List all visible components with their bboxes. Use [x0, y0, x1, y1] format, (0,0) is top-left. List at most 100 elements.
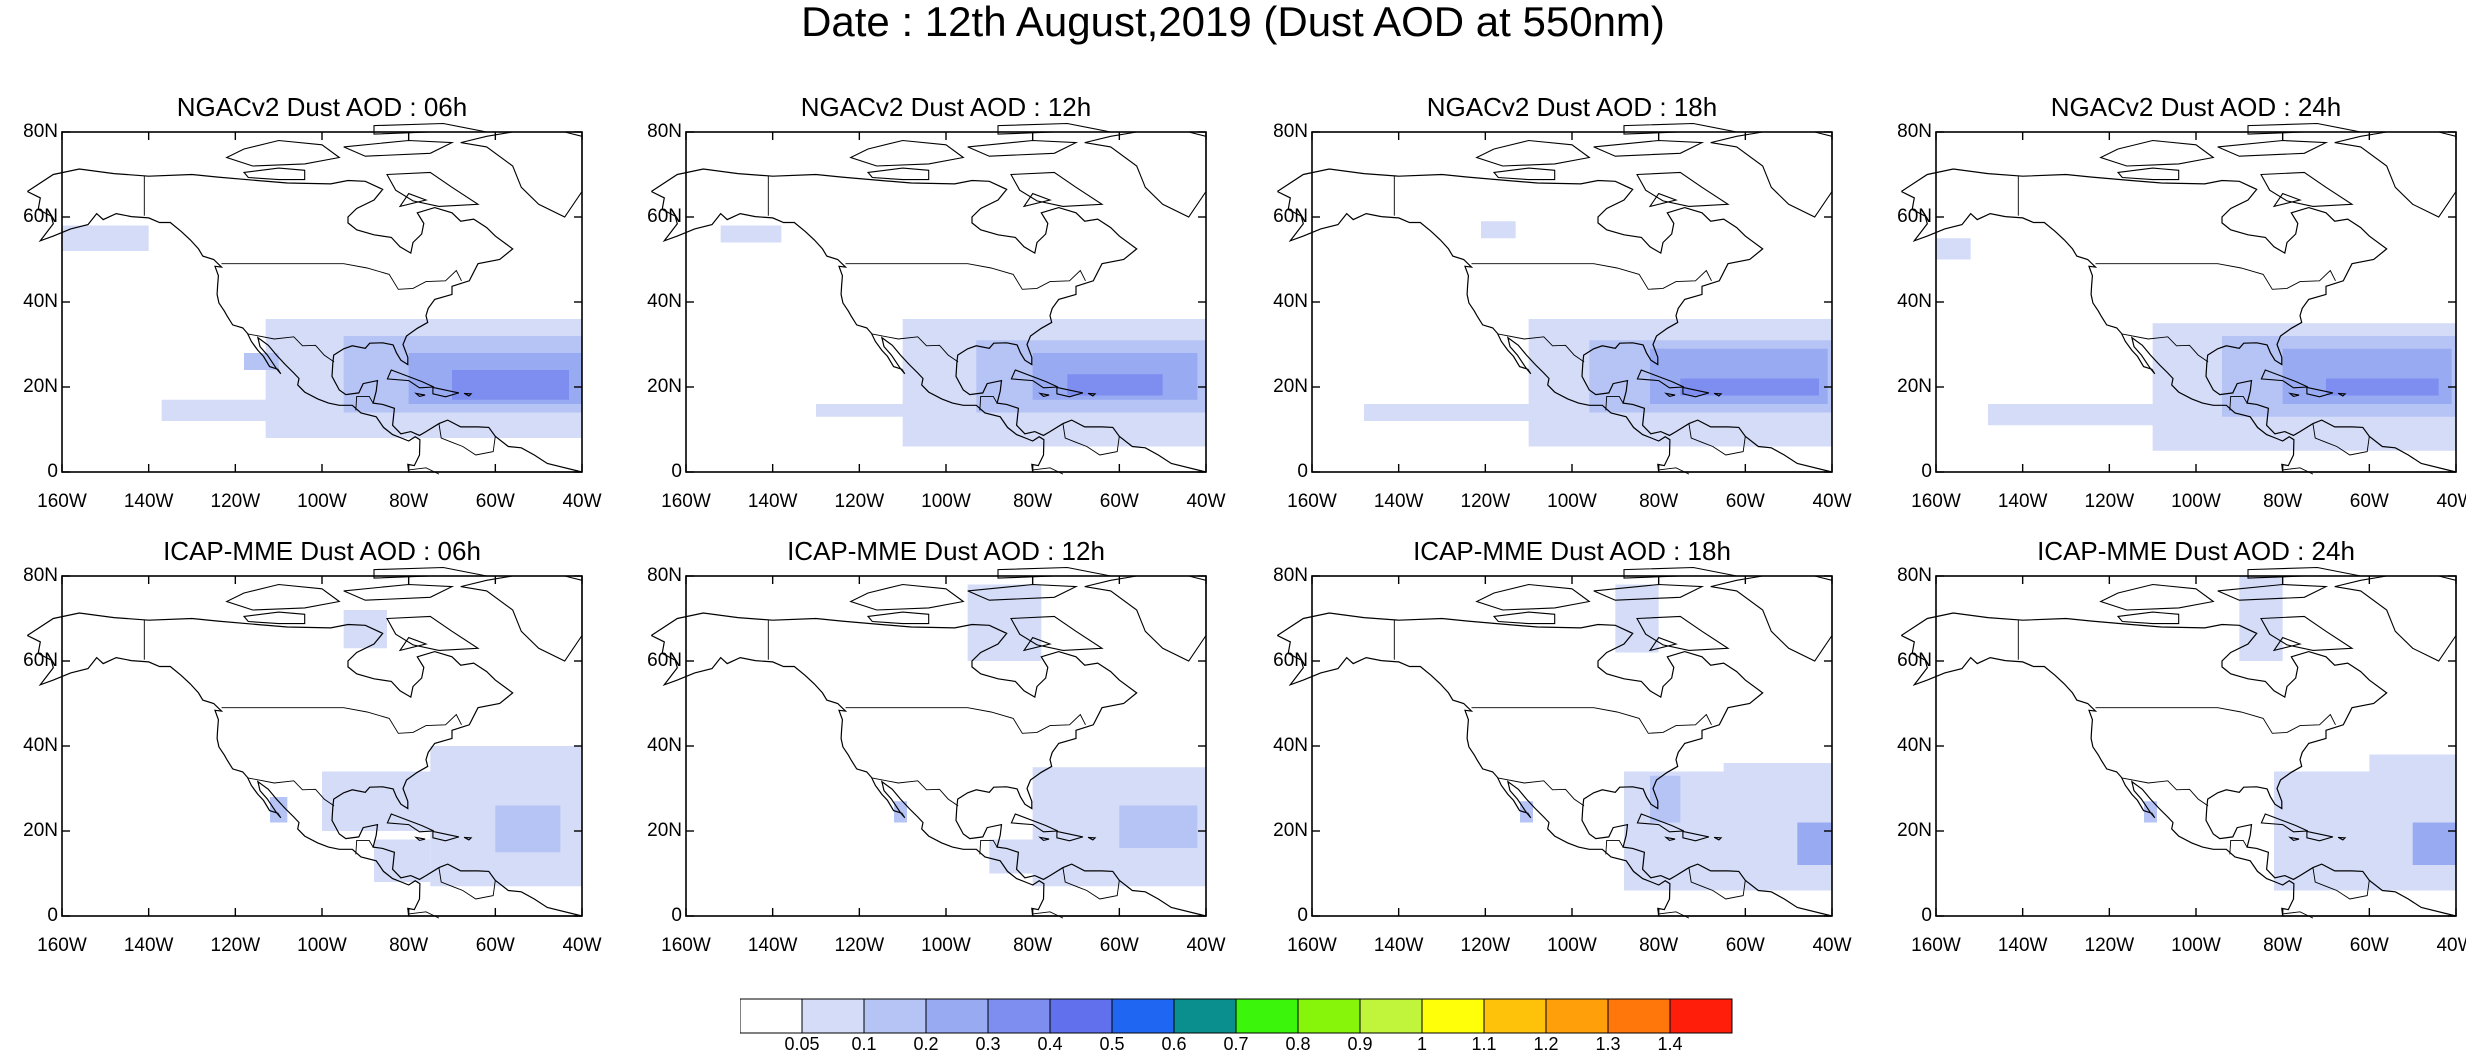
island-outline — [1636, 813, 1685, 833]
island-outline — [849, 583, 965, 611]
y-tick-label: 0 — [671, 461, 682, 482]
country-border — [1658, 911, 1690, 919]
y-tick-label: 80N — [1273, 565, 1308, 586]
island-outline — [1593, 139, 1705, 157]
x-tick-label: 140W — [1373, 491, 1424, 512]
y-tick-label: 40N — [23, 291, 58, 312]
x-tick-label: 140W — [1997, 935, 2048, 956]
island-outline — [1022, 636, 1052, 652]
country-border — [1471, 707, 1712, 734]
dust-aod-region — [720, 225, 782, 243]
x-tick-label: 60W — [475, 935, 515, 956]
country-border — [2282, 467, 2314, 475]
x-tick-label: 80W — [1013, 491, 1053, 512]
colorbar — [740, 998, 1733, 1034]
x-tick-label: 40W — [2436, 935, 2466, 956]
country-border — [355, 839, 374, 855]
x-tick-label: 40W — [2436, 491, 2466, 512]
country-border — [979, 395, 998, 411]
island-outline — [2334, 575, 2457, 662]
country-border — [1688, 867, 1746, 900]
island-outline — [2272, 636, 2302, 652]
x-tick-label: 100W — [921, 935, 971, 956]
y-tick-label: 60N — [1897, 206, 1932, 227]
y-tick-label: 60N — [23, 206, 58, 227]
y-tick-label: 40N — [1897, 735, 1932, 756]
island-outline — [225, 139, 341, 167]
island-outline — [2260, 171, 2354, 207]
island-outline — [1010, 369, 1059, 389]
island-outline — [432, 386, 460, 398]
y-tick-label: 80N — [1273, 121, 1308, 142]
country-border — [1032, 911, 1064, 919]
colorbar-swatch — [740, 998, 803, 1034]
y-tick-label: 20N — [1273, 820, 1308, 841]
y-tick-label: 80N — [647, 565, 682, 586]
y-tick-label: 40N — [23, 735, 58, 756]
dust-aod-region — [374, 839, 431, 882]
y-tick-label: 40N — [647, 291, 682, 312]
island-outline — [1056, 386, 1084, 398]
island-outline — [866, 611, 930, 625]
island-outline — [2260, 369, 2309, 389]
colorbar-label: 1.4 — [1657, 1034, 1683, 1054]
colorbar-swatch — [1173, 998, 1237, 1034]
country-border — [438, 423, 496, 456]
country-border — [1471, 263, 1712, 290]
y-tick-label: 80N — [1897, 121, 1932, 142]
dust-aod-region — [1797, 822, 1832, 865]
dust-aod-region — [495, 805, 561, 853]
island-outline — [386, 171, 480, 207]
y-tick-label: 40N — [647, 735, 682, 756]
island-outline — [463, 836, 473, 841]
map-panel — [1900, 566, 2457, 919]
island-outline — [967, 583, 1079, 601]
island-outline — [1713, 836, 1723, 841]
island-outline — [1664, 836, 1676, 841]
dust-aod-region — [1364, 404, 1572, 421]
country-border — [221, 263, 462, 290]
country-border — [845, 707, 1086, 734]
country-border — [221, 707, 462, 734]
country-border — [2121, 777, 2209, 807]
dust-aod-region — [343, 610, 387, 649]
colorbar-label: 1 — [1416, 1034, 1427, 1054]
colorbar-label: 0.7 — [1223, 1034, 1249, 1054]
island-outline — [1492, 611, 1556, 625]
panel-title: NGACv2 Dust AOD : 12h — [800, 92, 1092, 122]
x-tick-label: 140W — [123, 935, 174, 956]
x-tick-label: 120W — [834, 935, 885, 956]
map-panel — [650, 566, 1207, 919]
country-border — [845, 263, 1086, 290]
y-tick-label: 0 — [671, 905, 682, 926]
country-border — [408, 911, 440, 919]
island-outline — [1010, 813, 1059, 833]
island-outline — [1022, 192, 1052, 208]
colorbar-swatch — [1421, 998, 1485, 1034]
country-border — [1605, 839, 1624, 855]
x-tick-label: 60W — [1725, 491, 1765, 512]
island-outline — [1038, 836, 1050, 841]
country-border — [1658, 467, 1690, 475]
x-tick-label: 120W — [1460, 491, 1511, 512]
y-tick-label: 0 — [1921, 461, 1932, 482]
x-tick-label: 100W — [1547, 491, 1597, 512]
x-tick-label: 80W — [1639, 491, 1679, 512]
y-tick-label: 80N — [23, 121, 58, 142]
island-outline — [1713, 392, 1723, 397]
country-border — [247, 333, 335, 363]
colorbar-label: 0.6 — [1161, 1034, 1187, 1054]
x-tick-label: 160W — [661, 491, 711, 512]
island-outline — [1682, 830, 1710, 842]
colorbar-label: 0.1 — [851, 1034, 877, 1054]
panel-title: NGACv2 Dust AOD : 24h — [2050, 92, 2342, 122]
colorbar-swatch — [1607, 998, 1671, 1034]
country-border — [2312, 423, 2370, 456]
dust-aod-region — [270, 797, 288, 823]
y-tick-label: 60N — [1897, 650, 1932, 671]
country-border — [871, 777, 959, 807]
colorbar-label: 1.1 — [1471, 1034, 1497, 1054]
country-border — [2095, 263, 2336, 290]
y-tick-label: 20N — [23, 376, 58, 397]
x-tick-label: 100W — [1547, 935, 1597, 956]
